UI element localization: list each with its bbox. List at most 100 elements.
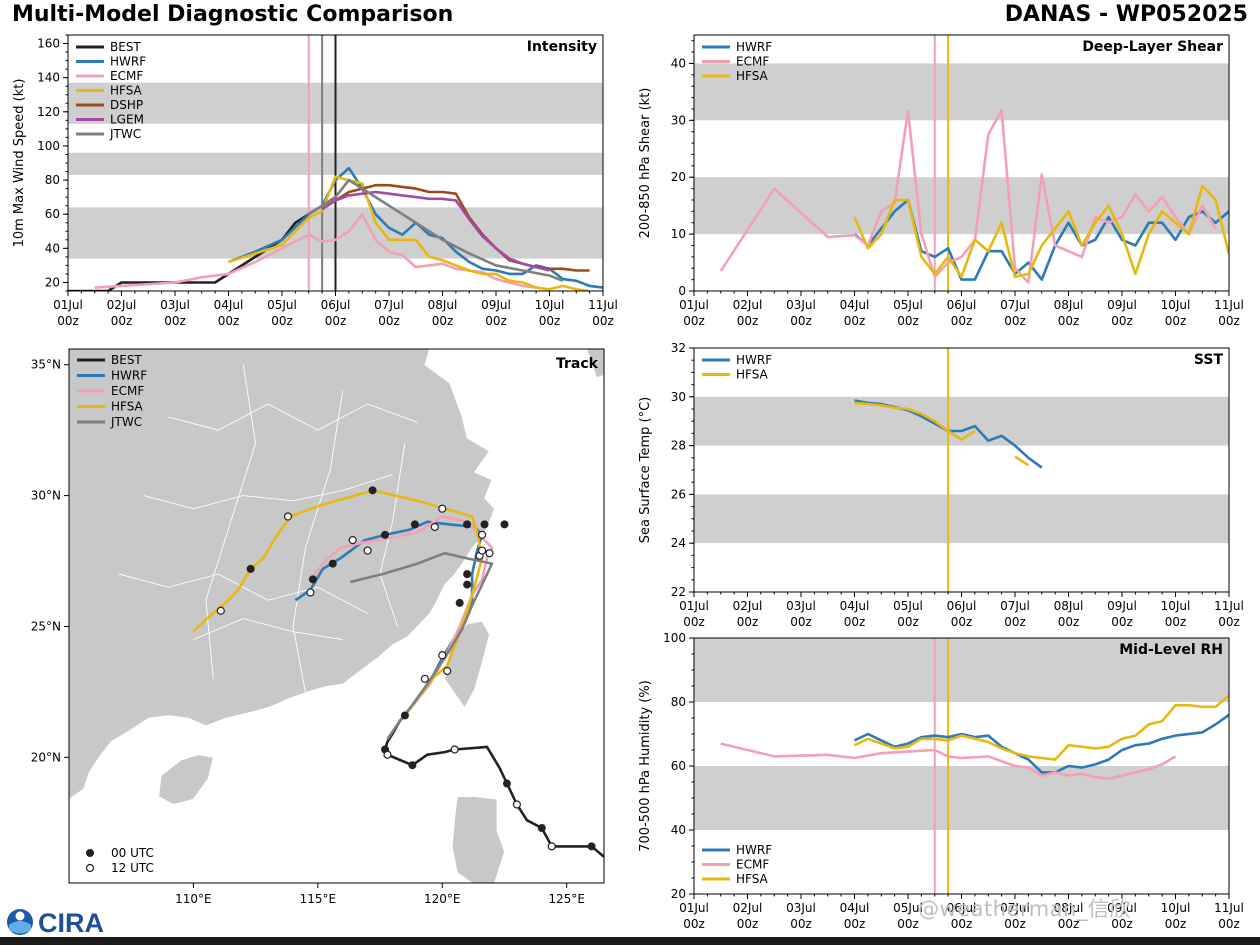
track-line-jtwc	[349, 551, 494, 740]
plot-area	[694, 638, 1229, 894]
x-tick-label: 00z	[432, 314, 454, 328]
x-tick-label: 06Jul	[947, 901, 977, 915]
marker-00utc	[328, 559, 337, 568]
legend-label-hfsa: HFSA	[736, 69, 769, 83]
y-tick-label: 40	[671, 823, 686, 837]
panel-track: 110°E 115°E 120°E 125°E 20°N 25°N 30°N 35°N Trac…	[31, 348, 605, 906]
marker-00utc	[587, 842, 596, 851]
x-tick-label: 05Jul	[267, 298, 297, 312]
marker-00utc	[410, 520, 419, 529]
x-tick-label: 00z	[1165, 917, 1187, 931]
province-border	[193, 618, 343, 641]
y-tick-label: 30	[671, 113, 686, 127]
panel-title: Track	[556, 356, 599, 372]
x-tick-label: 02Jul	[733, 901, 763, 915]
x-tick-label: 00z	[1165, 615, 1187, 629]
x-tick-label: 06Jul	[947, 298, 977, 312]
x-tick-label: 00z	[897, 615, 919, 629]
marker-12utc	[477, 546, 487, 555]
y-axis-label: 200-850 hPa Shear (kt)	[638, 88, 653, 239]
x-tick-label: 00z	[790, 615, 812, 629]
legend-label-hwrf: HWRF	[736, 843, 772, 857]
marker-00utc	[502, 779, 511, 788]
y-tick-label: 24	[671, 536, 686, 550]
series-line-hfsa	[1014, 455, 1030, 467]
x-tick-label: 00z	[1111, 615, 1133, 629]
x-tick-label: 04Jul	[840, 599, 870, 613]
marker-00utc	[246, 564, 255, 573]
legend-label-hfsa: HFSA	[110, 84, 143, 98]
marker-00utc	[500, 520, 509, 529]
x-tick-label: 00z	[325, 314, 347, 328]
legend-label-hfsa: HFSA	[736, 872, 769, 886]
series-line-ecmf	[719, 108, 1217, 284]
panel-title: Mid-Level RH	[1119, 642, 1223, 658]
x-tick-label: 11Jul	[1214, 599, 1244, 613]
marker-00utc	[368, 486, 377, 495]
axes-frame	[693, 347, 1230, 593]
panel-rh: 20 40 60 80 100 01Jul 00z 02Jul 00z 03Jul 00z 04Jul…	[638, 631, 1244, 931]
province-border	[118, 573, 368, 614]
legend-label-ecmf: ECMF	[111, 384, 144, 398]
marker-12utc	[477, 530, 487, 539]
marker-00utc	[480, 520, 489, 529]
legend-label-jtwc: JTWC	[110, 415, 142, 429]
panel-title: Deep-Layer Shear	[1082, 39, 1223, 55]
x-tick-label: 08Jul	[1054, 298, 1084, 312]
series-line-hfsa	[854, 401, 976, 441]
cira-logo: CIRA	[6, 906, 118, 942]
x-tick-label: 09Jul	[1107, 599, 1137, 613]
x-tick-label: 00z	[1004, 314, 1026, 328]
x-tick-label: 00z	[1165, 314, 1187, 328]
x-tick-label: 00z	[1218, 314, 1240, 328]
korea-coast	[586, 349, 604, 379]
x-tick-label: 00z	[1058, 917, 1080, 931]
x-tick-label: 00z	[1111, 314, 1133, 328]
svg-text:CIRA: CIRA	[38, 908, 104, 938]
y-tick-label: 120	[37, 105, 60, 119]
x-tick-label: 120°E	[424, 892, 461, 906]
x-tick-label: 00z	[683, 917, 705, 931]
plot-area	[68, 35, 603, 291]
series-line-hfsa	[228, 175, 590, 291]
legend-label-hwrf: HWRF	[110, 55, 146, 69]
province-border	[292, 390, 344, 692]
province-border	[205, 364, 257, 679]
x-tick-label: 03Jul	[786, 298, 816, 312]
y-tick-label: 100	[37, 139, 60, 153]
x-tick-label: 00z	[592, 314, 614, 328]
province-border	[379, 443, 406, 627]
marker-00utc	[463, 520, 472, 529]
series-line-hwrf	[853, 713, 1229, 774]
x-tick-label: 110°E	[175, 892, 212, 906]
x-tick-label: 00z	[57, 314, 79, 328]
marker-12utc	[430, 522, 439, 532]
legend-label-ecmf: ECMF	[736, 858, 769, 872]
series-line-hfsa	[853, 694, 1229, 761]
marker-12utc	[283, 512, 293, 521]
x-tick-label: 00z	[951, 314, 973, 328]
x-tick-label: 08Jul	[1054, 599, 1084, 613]
legend-label-best: BEST	[110, 40, 141, 54]
x-tick-label: 01Jul	[53, 298, 83, 312]
figure-title: Multi-Model Diagnostic Comparison	[12, 2, 454, 27]
x-tick-label: 00z	[378, 314, 400, 328]
legend-label-00utc: 00 UTC	[111, 846, 154, 860]
x-tick-label: 00z	[683, 615, 705, 629]
marker-00utc	[308, 575, 317, 584]
x-tick-label: 00z	[737, 314, 759, 328]
x-tick-label: 00z	[790, 314, 812, 328]
y-tick-label: 40	[671, 56, 686, 70]
x-tick-label: 05Jul	[893, 599, 923, 613]
panel-title: Intensity	[527, 39, 597, 55]
x-tick-label: 07Jul	[1000, 599, 1030, 613]
x-tick-label: 00z	[164, 314, 186, 328]
y-axis-label: 700-500 hPa Humidity (%)	[638, 680, 653, 852]
legend-label-jtwc: JTWC	[109, 127, 141, 141]
x-tick-label: 09Jul	[1107, 298, 1137, 312]
y-tick-label: 20°N	[31, 750, 61, 764]
x-tick-label: 00z	[1058, 314, 1080, 328]
y-tick-label: 80	[671, 695, 686, 709]
marker-00utc	[463, 580, 472, 589]
x-tick-label: 03Jul	[160, 298, 190, 312]
